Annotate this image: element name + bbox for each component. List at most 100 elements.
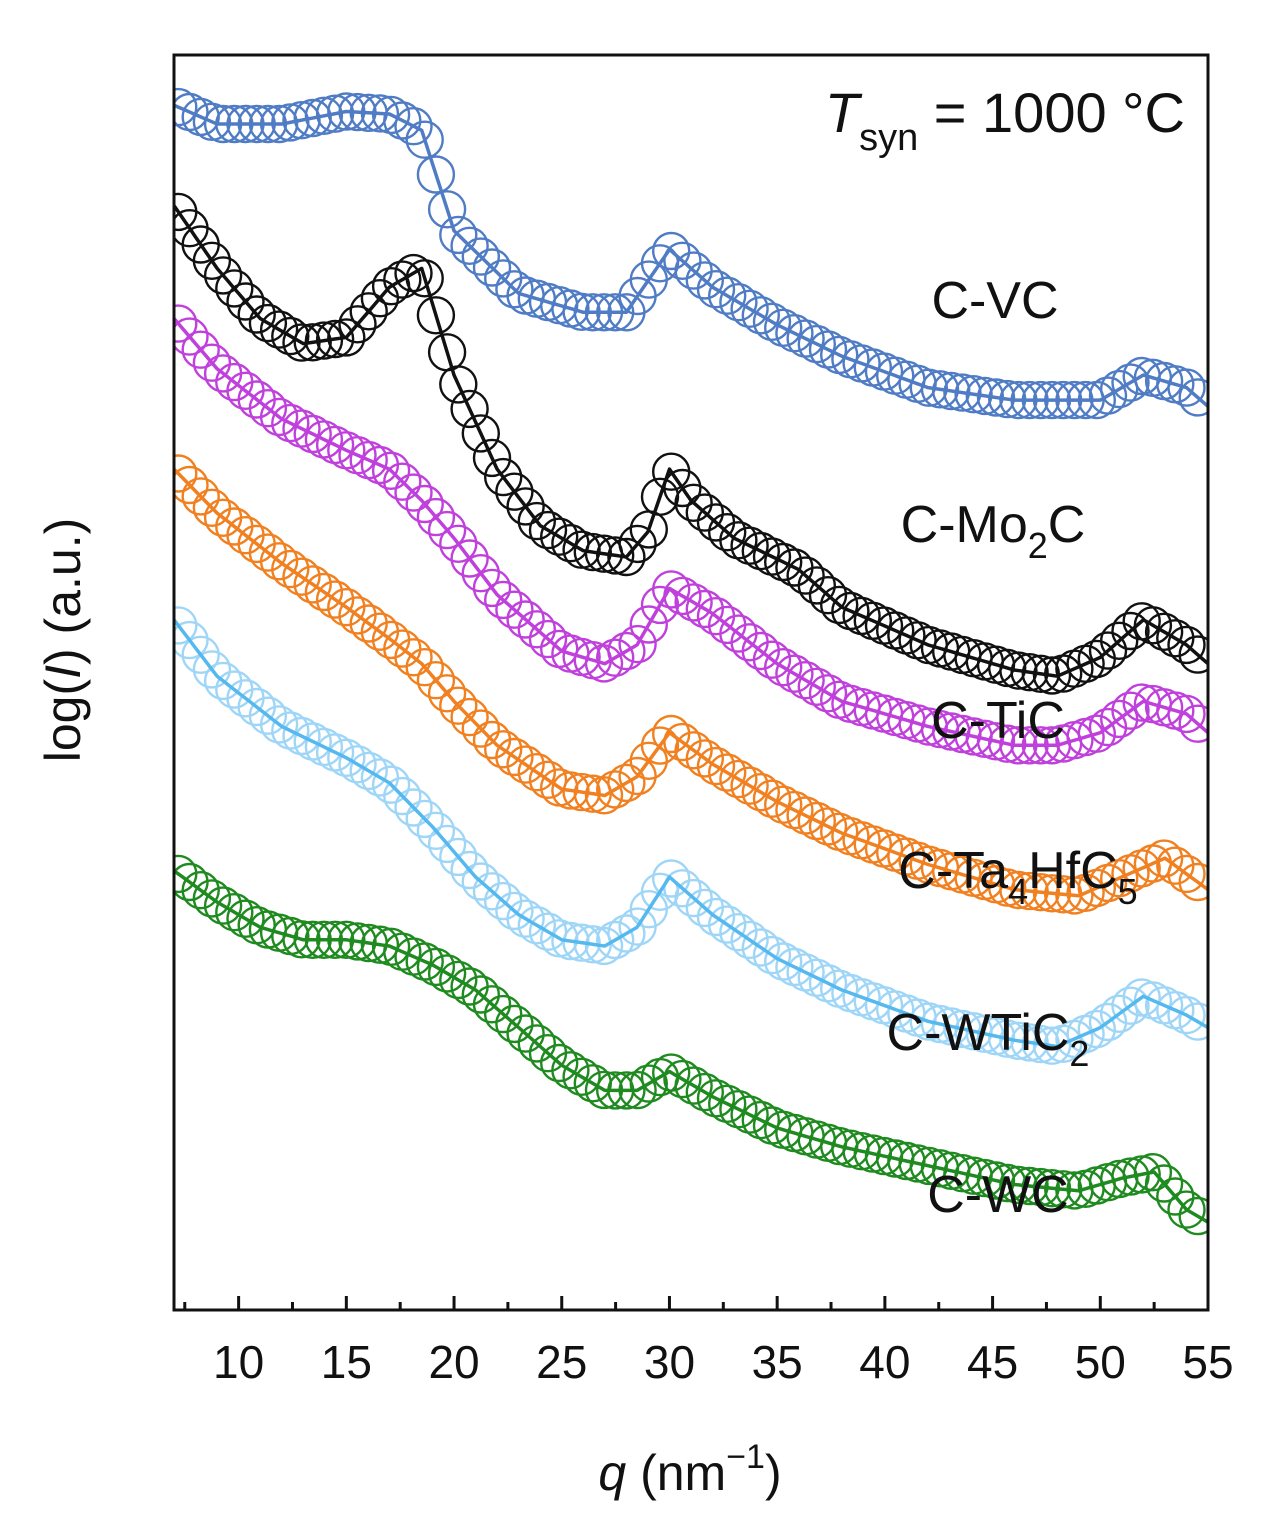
data-point — [439, 365, 478, 404]
data-point — [741, 773, 780, 812]
data-point — [596, 536, 635, 575]
data-point — [495, 1004, 534, 1044]
data-point — [954, 375, 993, 414]
data-point — [1178, 378, 1208, 417]
data-point — [461, 554, 500, 593]
data-point — [943, 373, 982, 412]
x-tick-label: 30 — [644, 1336, 695, 1388]
data-point — [405, 799, 444, 839]
data-point — [730, 1095, 769, 1134]
series-c-mo2c-fit-line — [174, 204, 1208, 678]
data-point — [450, 226, 489, 266]
data-point — [652, 859, 691, 898]
data-point — [495, 270, 534, 309]
data-point — [1111, 363, 1150, 402]
data-point — [461, 237, 500, 276]
series-label-c-wc: C-WC — [927, 1166, 1069, 1224]
series-c-mo2c-markers — [174, 192, 1208, 695]
data-point — [174, 465, 209, 505]
x-tick-label: 55 — [1182, 1336, 1233, 1388]
data-point — [988, 868, 1027, 907]
data-point — [685, 1072, 724, 1112]
data-point — [584, 926, 624, 966]
data-point — [484, 994, 523, 1034]
data-point — [282, 716, 321, 756]
series-label-c-mo2c: C-Mo2C — [901, 496, 1086, 566]
data-point — [719, 913, 758, 952]
data-point — [752, 302, 792, 341]
data-point — [192, 102, 232, 142]
data-point — [1178, 1196, 1208, 1236]
data-point — [663, 241, 702, 280]
data-point — [383, 462, 422, 501]
data-point — [1178, 635, 1208, 674]
data-point — [237, 295, 276, 334]
data-point — [640, 872, 680, 911]
data-point — [181, 477, 220, 516]
data-point — [685, 493, 724, 532]
data-point — [618, 524, 657, 564]
data-point — [1111, 691, 1150, 730]
data-point — [472, 568, 512, 608]
data-point — [786, 319, 825, 358]
data-point — [495, 737, 534, 777]
data-point — [1178, 1002, 1208, 1041]
data-point — [786, 556, 825, 595]
data-point — [752, 779, 792, 818]
series-c-vc-markers — [174, 87, 1208, 420]
data-point — [920, 370, 960, 409]
data-point — [562, 772, 601, 812]
data-point — [797, 667, 836, 706]
data-point — [999, 1021, 1038, 1061]
data-point — [652, 1053, 691, 1092]
data-point — [192, 650, 232, 689]
data-point — [1032, 656, 1072, 695]
data-point — [506, 745, 545, 784]
x-tick-label: 25 — [536, 1336, 587, 1388]
data-point — [932, 371, 971, 411]
data-point — [674, 878, 713, 918]
series-label-c-vc: C-VC — [931, 272, 1058, 330]
data-point — [226, 282, 265, 321]
data-point — [427, 510, 467, 550]
data-point — [730, 289, 769, 328]
data-point — [988, 1163, 1027, 1203]
data-point — [752, 935, 792, 975]
data-point — [797, 958, 836, 997]
data-point — [304, 572, 344, 612]
data-point — [315, 319, 355, 359]
x-axis-unit-exponent: −1 — [726, 1438, 765, 1476]
data-point — [708, 753, 747, 792]
x-tick-label: 40 — [859, 1336, 910, 1388]
data-point — [293, 323, 332, 362]
data-point — [584, 776, 624, 815]
data-point — [528, 619, 568, 659]
data-point — [450, 850, 489, 890]
data-point — [674, 483, 713, 522]
data-point — [371, 95, 411, 135]
data-point — [174, 606, 198, 645]
data-point — [764, 542, 803, 582]
data-point — [1167, 1190, 1206, 1229]
data-point — [192, 343, 232, 382]
data-point — [383, 101, 422, 140]
data-point — [427, 824, 467, 864]
x-axis-label: q (nm−1) — [598, 1438, 781, 1501]
data-point — [416, 661, 456, 700]
data-point — [181, 635, 220, 674]
data-point — [1167, 995, 1206, 1035]
data-point — [174, 317, 209, 356]
data-point — [1099, 369, 1139, 409]
data-point — [394, 638, 433, 677]
data-point — [1144, 1164, 1184, 1203]
data-point — [607, 631, 646, 671]
data-point — [1010, 653, 1049, 692]
data-point — [450, 697, 489, 737]
series-label-part: 2 — [1028, 525, 1048, 566]
data-point — [708, 905, 747, 944]
x-tick-label: 45 — [967, 1336, 1018, 1388]
data-point — [596, 638, 635, 677]
data-point — [1077, 1009, 1117, 1049]
series-label-part: 5 — [1118, 871, 1138, 912]
data-point — [506, 1014, 545, 1053]
